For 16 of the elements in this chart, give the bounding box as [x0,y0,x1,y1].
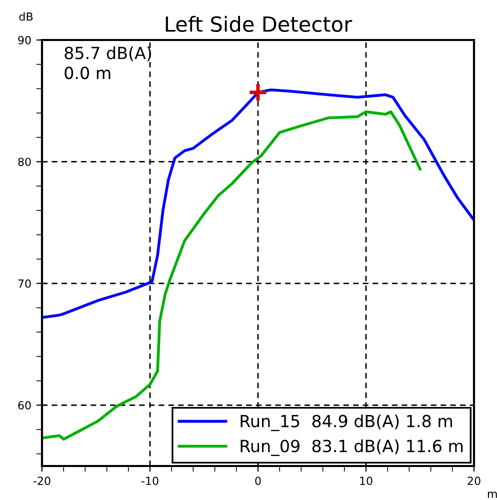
y-tick-label: 80 [18,158,31,166]
x-tick-label: 20 [468,476,480,486]
x-tick-label: 0 [255,476,261,486]
y-axis-title: dB [19,12,33,21]
legend-label: Run_09 83.1 dB(A) 11.6 m [240,439,463,456]
y-tick-label: 70 [18,279,31,288]
x-tick-label: -10 [141,476,158,486]
annotation: 85.7 dB(A) 0.0 m [64,46,151,80]
legend-label: Run_15 84.9 dB(A) 1.8 m [240,414,452,432]
x-tick-label: -20 [33,476,50,486]
chart-title: Left Side Detector [166,16,352,32]
line-series [42,88,474,319]
x-axis-title: m [488,492,497,498]
x-tick-label: 10 [360,476,372,486]
y-tick-label: 90 [18,36,31,44]
y-tick-label: 60 [18,401,31,410]
